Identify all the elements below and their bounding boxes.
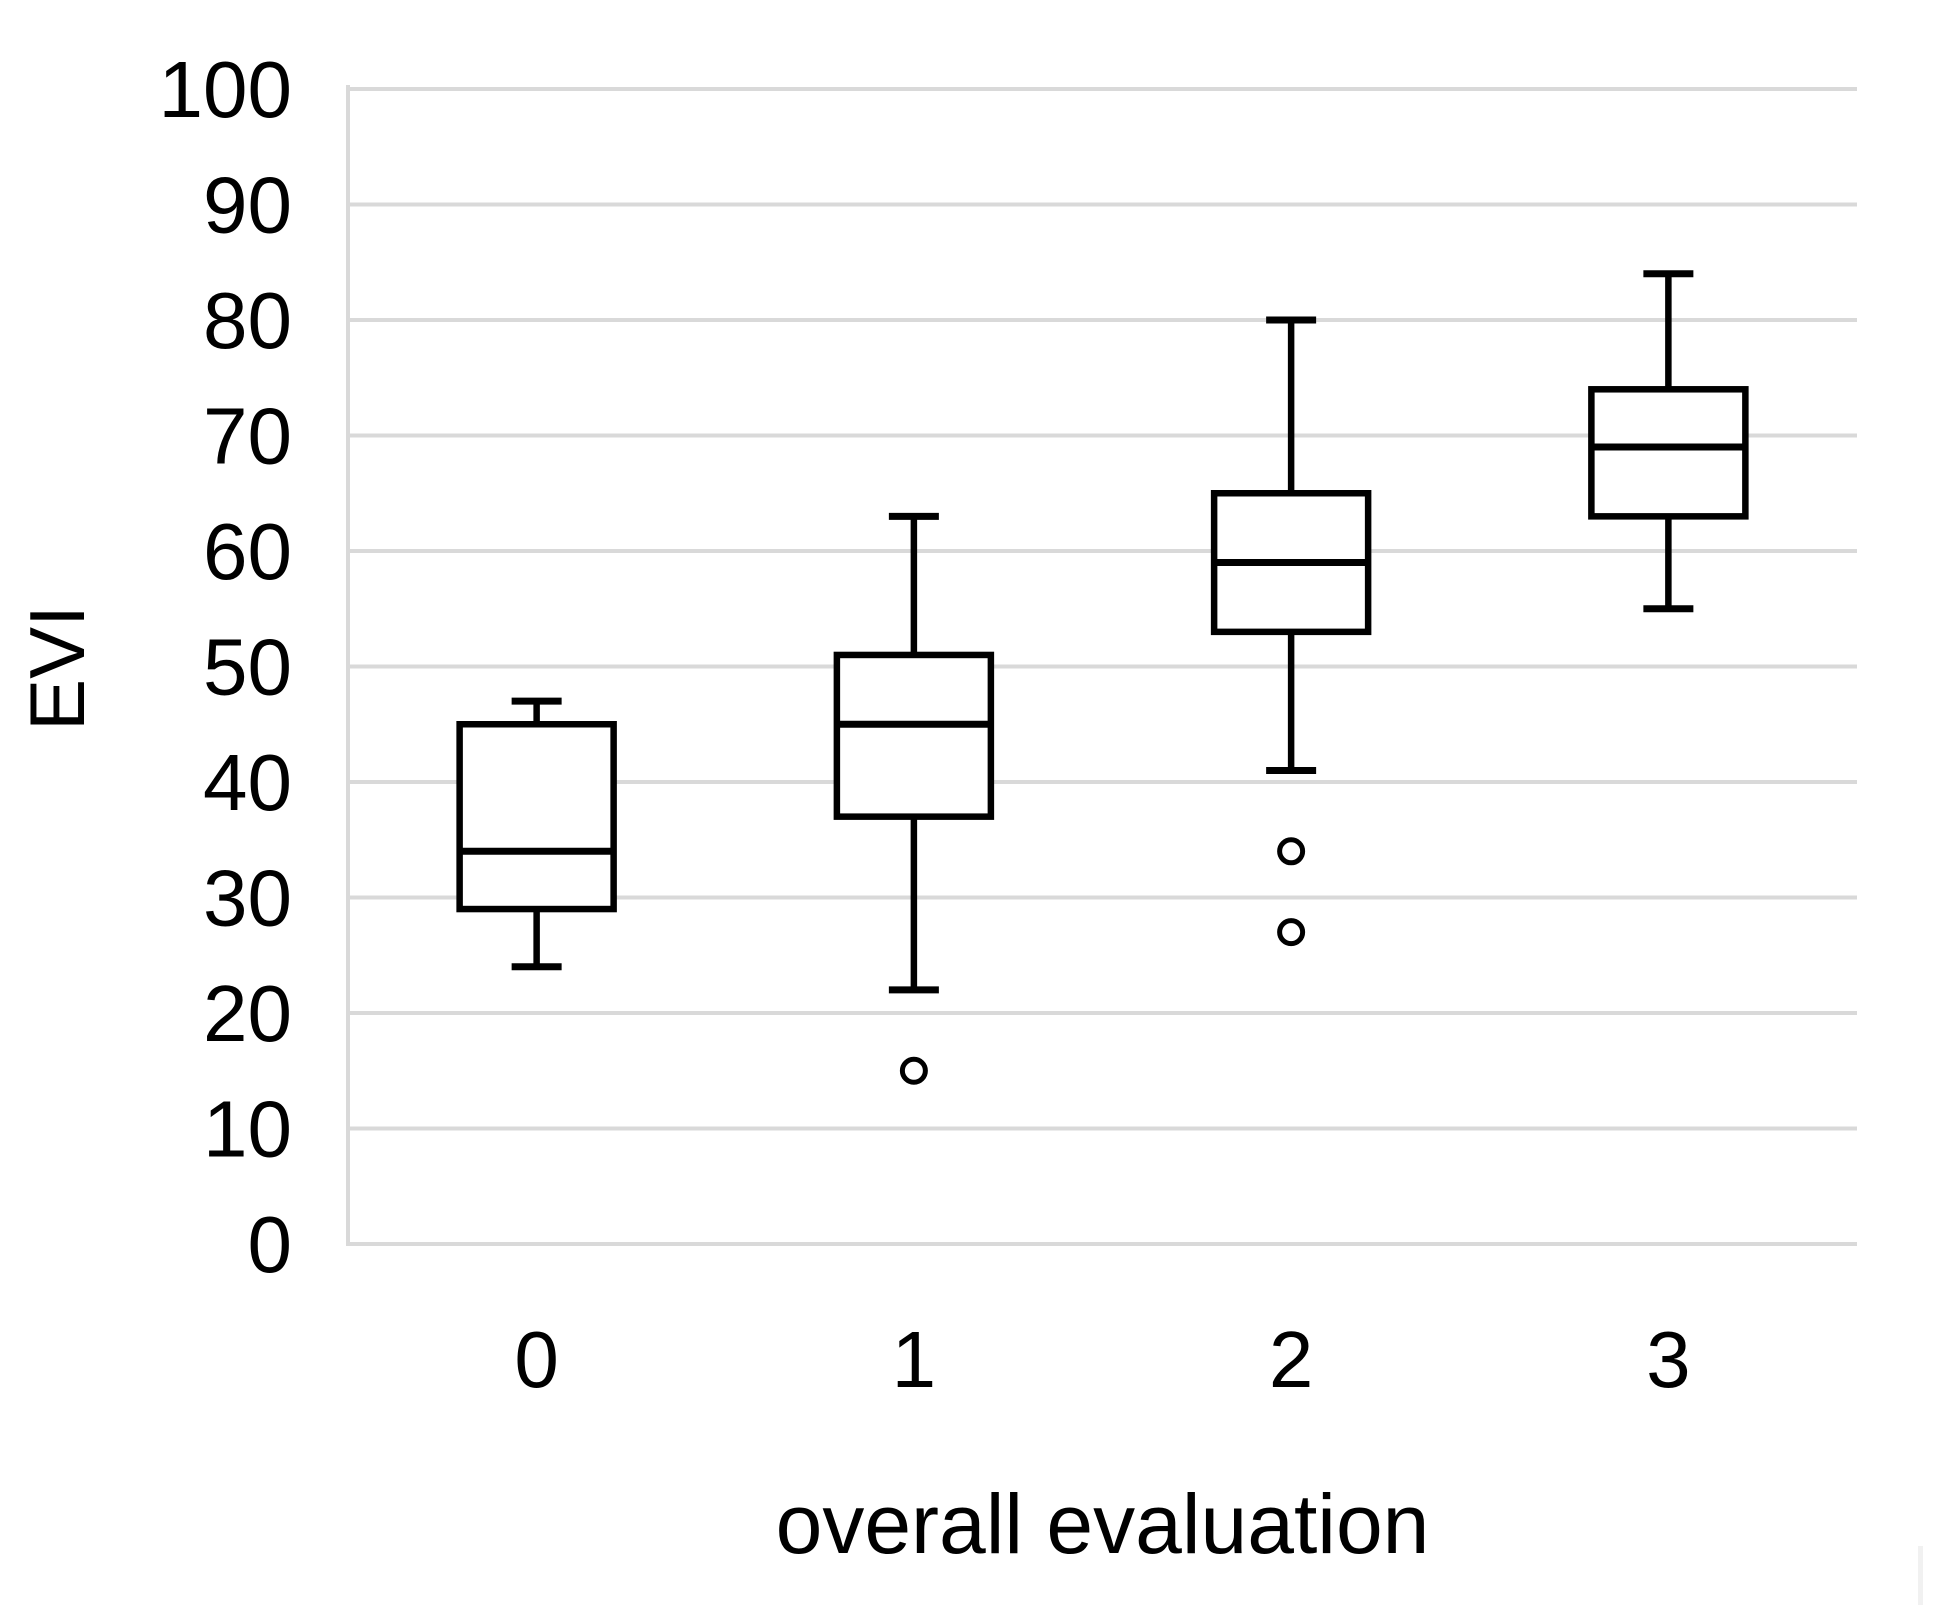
x-tick-label: 2 bbox=[1269, 1315, 1314, 1404]
y-tick-label: 90 bbox=[203, 161, 292, 250]
y-tick-label: 80 bbox=[203, 276, 292, 365]
y-tick-label: 0 bbox=[248, 1200, 293, 1289]
y-tick-label: 70 bbox=[203, 392, 292, 481]
y-tick-label: 30 bbox=[203, 854, 292, 943]
y-tick-label: 50 bbox=[203, 623, 292, 712]
outlier-point bbox=[899, 1056, 928, 1085]
y-tick-label: 20 bbox=[203, 969, 292, 1058]
x-tick-label: 0 bbox=[514, 1315, 559, 1404]
edge-artifact-line bbox=[1918, 1546, 1923, 1605]
y-axis-title: EVI bbox=[13, 605, 101, 731]
outlier-point bbox=[1277, 918, 1306, 947]
y-tick-label: 10 bbox=[203, 1085, 292, 1174]
iqr-box bbox=[456, 721, 617, 913]
iqr-box bbox=[1588, 386, 1749, 520]
x-tick-label: 3 bbox=[1646, 1315, 1691, 1404]
y-tick-label: 60 bbox=[203, 507, 292, 596]
iqr-box bbox=[833, 651, 995, 820]
outlier-point bbox=[1277, 837, 1306, 866]
y-tick-label: 40 bbox=[203, 738, 292, 827]
x-axis-title: overall evaluation bbox=[775, 1477, 1430, 1571]
y-tick-label: 100 bbox=[159, 45, 292, 134]
x-tick-label: 1 bbox=[892, 1315, 937, 1404]
